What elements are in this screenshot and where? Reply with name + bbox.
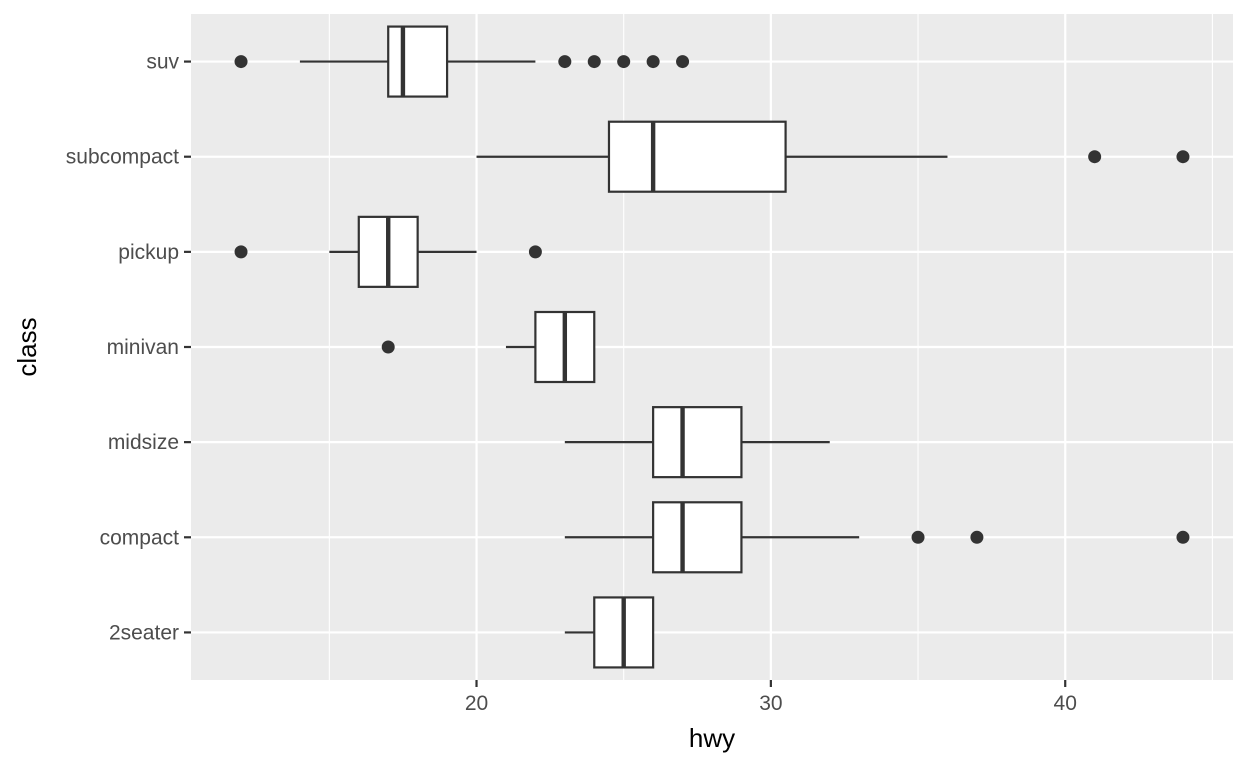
outlier-point xyxy=(911,530,925,544)
y-tick-label: midsize xyxy=(108,431,179,454)
box-iqr xyxy=(607,120,787,193)
outlier-point xyxy=(587,55,601,69)
box-iqr xyxy=(652,406,743,479)
x-axis: 20 30 40 xyxy=(465,680,1077,715)
outlier-point xyxy=(1088,150,1102,164)
outlier-point xyxy=(558,55,572,69)
y-tick-label: subcompact xyxy=(66,146,179,169)
box-iqr xyxy=(652,501,743,574)
outlier-point xyxy=(1176,150,1190,164)
outlier-point xyxy=(234,55,248,69)
y-tick-label: suv xyxy=(146,51,179,74)
x-tick-label: 30 xyxy=(759,692,782,715)
outlier-point xyxy=(381,340,395,354)
outlier-point xyxy=(528,245,542,259)
y-tick-label: pickup xyxy=(118,241,179,264)
box-series xyxy=(234,25,1190,669)
box-pickup xyxy=(234,215,542,288)
y-axis: 2seater compact midsize minivan pickup subcom… xyxy=(66,51,191,644)
outlier-point xyxy=(970,530,984,544)
x-tick-label: 20 xyxy=(465,692,488,715)
box-suv xyxy=(234,25,690,98)
y-tick-label: minivan xyxy=(107,336,179,359)
outlier-point xyxy=(1176,530,1190,544)
box-midsize xyxy=(564,406,830,479)
box-minivan xyxy=(381,310,596,384)
outlier-point xyxy=(234,245,248,259)
box-compact xyxy=(564,501,1190,574)
y-axis-title: class xyxy=(12,317,42,376)
outlier-point xyxy=(676,55,690,69)
x-axis-title: hwy xyxy=(689,723,735,753)
box-iqr xyxy=(387,25,449,98)
outlier-point xyxy=(617,55,631,69)
y-tick-label: compact xyxy=(100,526,180,549)
x-tick-label: 40 xyxy=(1054,692,1077,715)
box-subcompact xyxy=(476,120,1190,193)
y-tick-label: 2seater xyxy=(109,621,179,644)
box-2seater xyxy=(564,596,655,669)
outlier-point xyxy=(646,55,660,69)
